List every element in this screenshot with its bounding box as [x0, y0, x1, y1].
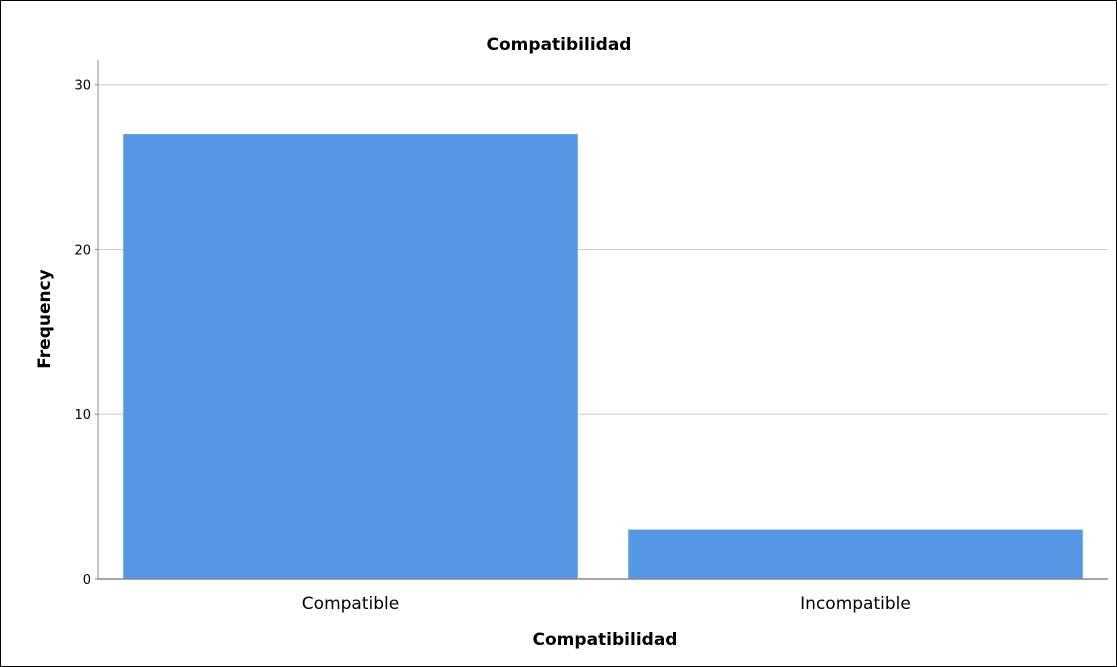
bar-incompatible: [628, 529, 1083, 579]
chart-title: Compatibilidad: [487, 35, 632, 55]
y-tick-label: 30: [74, 79, 91, 94]
y-tick-labels: 0 10 20 30: [74, 79, 91, 588]
bar-compatible: [123, 134, 578, 579]
y-tick-label: 0: [83, 573, 91, 588]
x-axis-label: Compatibilidad: [533, 630, 678, 650]
x-tick-label: Compatible: [302, 594, 399, 614]
x-tick-label: Incompatible: [800, 594, 911, 614]
y-axis-label: Frequency: [35, 269, 55, 369]
y-tick-label: 20: [74, 243, 91, 258]
y-tick-label: 10: [74, 408, 91, 423]
bars: [123, 134, 1083, 579]
x-tick-labels: Compatible Incompatible: [302, 594, 911, 614]
axes: [95, 60, 1108, 580]
